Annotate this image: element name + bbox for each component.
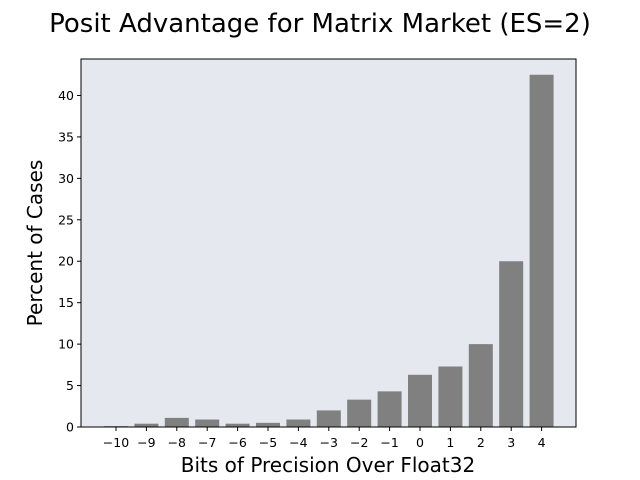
bar — [377, 391, 402, 427]
y-tick-label: 5 — [66, 378, 74, 393]
x-axis-label: Bits of Precision Over Float32 — [181, 453, 475, 477]
x-tick-label: −5 — [259, 435, 277, 450]
y-tick-label: 0 — [66, 420, 74, 435]
y-axis-ticks: 0 5 10 15 20 25 30 35 40 — [58, 88, 81, 435]
y-tick-label: 25 — [58, 212, 74, 227]
bar — [499, 261, 524, 427]
y-tick-label: 15 — [58, 295, 74, 310]
y-axis-label: Percent of Cases — [23, 160, 47, 327]
bar — [256, 422, 280, 427]
x-tick-label: 2 — [477, 435, 485, 450]
bar — [134, 423, 159, 427]
x-tick-label: −6 — [228, 435, 246, 450]
bar — [408, 374, 432, 427]
bar — [286, 419, 311, 427]
y-tick-label: 30 — [58, 171, 74, 186]
x-tick-label: −8 — [168, 435, 186, 450]
bar — [164, 417, 189, 427]
x-axis-ticks: −10 −9 −8 −7 −6 −5 −4 −3 −2 −1 0 1 2 3 4 — [103, 427, 546, 450]
x-tick-label: 1 — [446, 435, 454, 450]
bar — [225, 423, 250, 427]
x-tick-label: 3 — [507, 435, 515, 450]
bar — [347, 399, 372, 427]
bar — [316, 410, 341, 427]
x-tick-label: −7 — [198, 435, 216, 450]
x-tick-label: −9 — [137, 435, 155, 450]
x-tick-label: −2 — [350, 435, 368, 450]
x-tick-label: 0 — [416, 435, 424, 450]
y-tick-label: 40 — [58, 88, 74, 103]
bar — [468, 344, 493, 427]
x-tick-label: −1 — [380, 435, 398, 450]
x-tick-label: 4 — [538, 435, 546, 450]
plot-frame — [80, 58, 577, 428]
bar — [438, 366, 463, 427]
y-tick-label: 35 — [58, 129, 74, 144]
plot-area — [81, 59, 576, 427]
bar — [195, 419, 220, 427]
chart-title: Posit Advantage for Matrix Market (ES=2) — [49, 9, 591, 39]
x-tick-label: −3 — [320, 435, 338, 450]
x-tick-label: −10 — [103, 435, 129, 450]
bars — [104, 74, 554, 428]
bar — [529, 74, 554, 428]
y-tick-label: 10 — [58, 337, 74, 352]
y-tick-label: 20 — [58, 254, 74, 269]
x-tick-label: −4 — [289, 435, 307, 450]
